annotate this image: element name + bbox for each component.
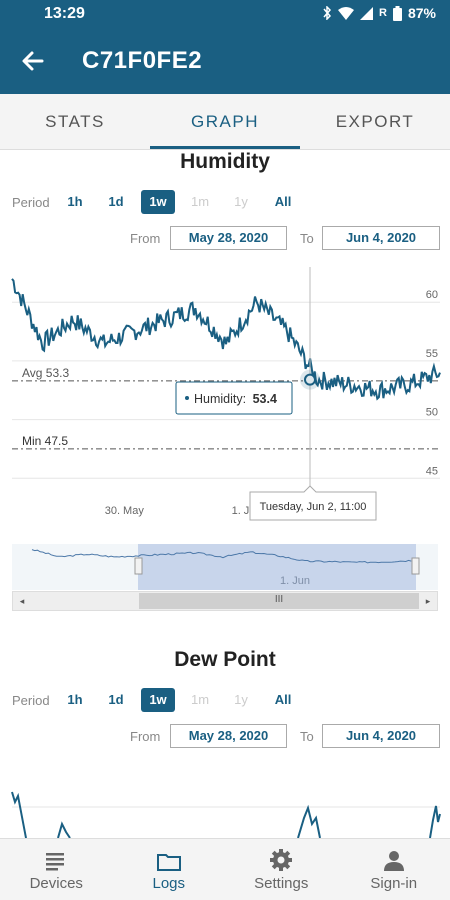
tab-graph[interactable]: GRAPH [150,94,300,149]
navigator-scrollbar[interactable]: ◂ III ▸ [12,591,438,611]
scroll-grip-icon: III [274,594,284,605]
humidity-line-chart[interactable]: 45 50 55 60 30. May 1. Jun Avg 53.3 Min 47.5… [0,262,450,532]
nav-devices[interactable]: Devices [0,839,113,900]
navigator-tick-label: 1. Jun [280,575,310,587]
humidity-navigator[interactable]: 1. Jun [0,544,450,590]
humidity-chart-title: Humidity [180,150,270,173]
scrollbar-thumb[interactable]: III [139,593,419,609]
wifi-icon [338,6,355,20]
crosshair-label-text: Tuesday, Jun 2, 11:00 [260,501,367,513]
navigator-selected-range[interactable] [138,544,416,590]
period-1y-button[interactable]: 1y [234,692,248,707]
status-time: 13:29 [44,5,85,22]
from-date-input[interactable]: May 28, 2020 [170,724,287,748]
period-all-button[interactable]: All [274,194,292,209]
y-tick-label: 55 [426,348,438,360]
x-tick-label: 30. May [105,505,145,517]
crosshair-label: Tuesday, Jun 2, 11:00 [249,485,377,521]
dewpoint-series-line [11,791,441,838]
dewpoint-period-selector: Period 1h 1d 1w 1m 1y All [0,688,450,714]
period-1h-button[interactable]: 1h [67,194,83,209]
period-1h-button[interactable]: 1h [67,692,83,707]
battery-icon [392,5,402,21]
folder-icon [156,854,181,871]
nav-logs-label: Logs [152,875,186,892]
from-label: From [130,729,161,744]
period-1d-button[interactable]: 1d [108,194,124,209]
nav-logs[interactable]: Logs [113,839,226,900]
humidity-period-selector: Period 1h 1d 1w 1m 1y All [0,190,450,216]
y-tick-label: 60 [426,289,438,301]
tooltip-value: 53.4 [253,392,277,406]
humidity-x-axis: 30. May 1. Jun [105,505,262,517]
dewpoint-chart-title: Dew Point [174,648,276,671]
nav-sign-in[interactable]: Sign-in [338,839,450,900]
dewpoint-date-range: From May 28, 2020 To Jun 4, 2020 [0,724,450,750]
humidity-series-line [11,278,441,401]
nav-devices-label: Devices [29,875,83,892]
bottom-navigation: Devices Logs Settings Sign-in [0,838,450,900]
bluetooth-icon [323,6,332,20]
battery-percent: 87% [407,5,436,21]
to-date-input[interactable]: Jun 4, 2020 [322,724,440,748]
scroll-right-icon[interactable]: ▸ [425,596,431,606]
from-date-input[interactable]: May 28, 2020 [170,226,287,250]
to-label: To [300,729,314,744]
period-1m-button[interactable]: 1m [190,692,210,707]
navigator-series-line [31,549,412,564]
y-tick-label: 45 [426,465,438,477]
average-label: Avg 53.3 [22,366,69,380]
period-1y-button[interactable]: 1y [234,194,248,209]
person-icon [383,851,404,871]
app-bar: C71F0FE2 [0,28,450,94]
minimum-label: Min 47.5 [22,434,68,448]
nav-settings[interactable]: Settings [225,839,338,900]
dewpoint-line-chart[interactable] [0,762,450,838]
list-icon [46,853,65,871]
period-1w-button[interactable]: 1w [141,190,175,214]
to-date-input[interactable]: Jun 4, 2020 [322,226,440,250]
page-title: C71F0FE2 [82,47,203,74]
back-arrow-icon[interactable] [18,46,48,76]
tooltip-series-name: Humidity: [194,392,246,406]
hover-point-marker [304,373,316,386]
y-tick-label: 50 [426,407,438,419]
humidity-y-axis: 45 50 55 60 [426,289,438,477]
from-label: From [130,231,161,246]
tab-bar: STATS GRAPH EXPORT [0,94,450,150]
period-label: Period [12,693,50,708]
nav-sign-in-label: Sign-in [370,875,418,892]
roaming-label: R [379,7,387,19]
period-label: Period [12,195,50,210]
to-label: To [300,231,314,246]
svg-text:Humidity: 53.4: Humidity: 53.4 [194,392,277,406]
period-all-button[interactable]: All [274,692,292,707]
tooltip: Humidity: 53.4 [175,381,293,415]
period-1d-button[interactable]: 1d [108,692,124,707]
navigator-right-handle[interactable] [411,557,420,575]
gear-icon [270,849,293,871]
period-1w-button[interactable]: 1w [141,688,175,712]
signal-icon [360,6,374,20]
hover-point-halo [300,369,320,390]
humidity-date-range: From May 28, 2020 To Jun 4, 2020 [0,226,450,252]
humidity-gridlines [12,301,440,479]
status-icons: R 87% [322,5,436,21]
scroll-left-icon[interactable]: ◂ [19,596,25,606]
navigator-left-handle[interactable] [134,557,143,575]
tab-stats[interactable]: STATS [45,112,105,131]
period-1m-button[interactable]: 1m [190,194,210,209]
nav-settings-label: Settings [254,875,309,892]
tab-export[interactable]: EXPORT [335,112,415,131]
status-bar: 13:29 R 87% [0,0,450,28]
